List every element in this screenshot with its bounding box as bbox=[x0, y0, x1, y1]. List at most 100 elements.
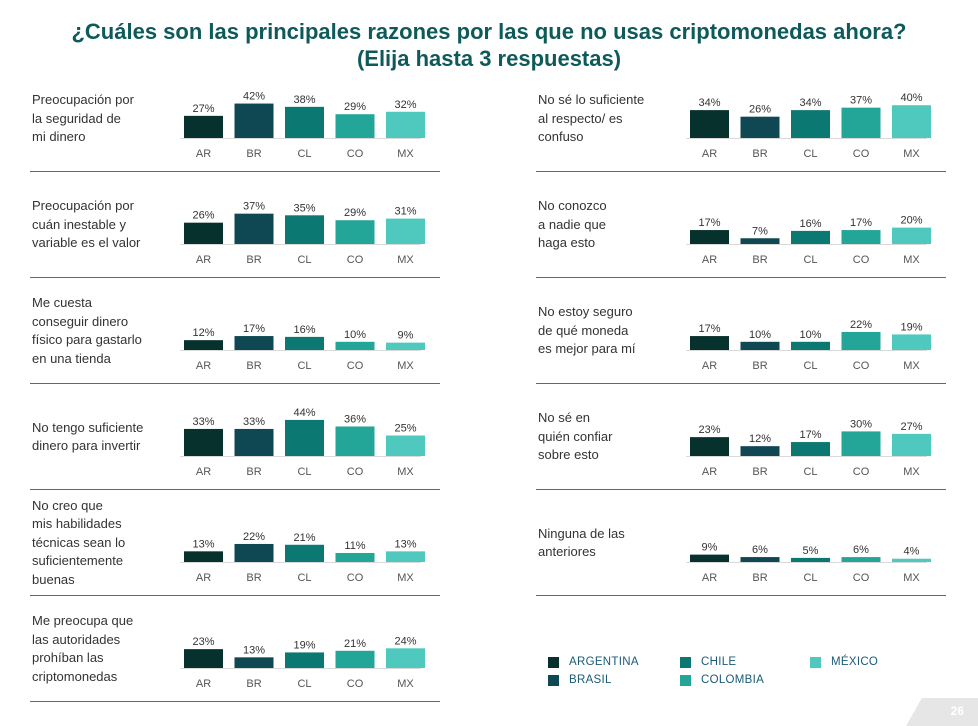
bar-chart: 12% AR 17% BR 16% CL 10% CO 9% MX bbox=[180, 323, 425, 372]
legend-item-ar: ARGENTINA bbox=[548, 656, 639, 668]
bar-co bbox=[841, 431, 881, 456]
bar-mx bbox=[386, 218, 425, 244]
category-label-br: BR bbox=[752, 360, 767, 372]
category-label-cl: CL bbox=[803, 254, 817, 266]
panel-label: Preocupación por la seguridad de mi dine… bbox=[32, 66, 167, 172]
bar-cl bbox=[285, 215, 324, 244]
bar-br bbox=[740, 557, 780, 562]
panel-label-text: Preocupación por la seguridad de mi dine… bbox=[32, 92, 134, 145]
category-label-br: BR bbox=[752, 254, 767, 266]
chart-panel: Ninguna de las anteriores 9% AR 6% BR 5% CL 6% C… bbox=[536, 490, 946, 596]
bar-ar bbox=[690, 554, 729, 562]
bar-chart: 27% AR 42% BR 38% CL 29% CO 32% MX bbox=[180, 91, 425, 160]
bar-br bbox=[234, 543, 274, 562]
bar-co bbox=[335, 341, 375, 350]
data-label-mx: 19% bbox=[900, 321, 922, 333]
panel-label-text: No creo que mis habilidades técnicas sea… bbox=[32, 497, 126, 587]
data-label-mx: 13% bbox=[394, 538, 416, 550]
bar-br bbox=[740, 238, 780, 244]
bar-co bbox=[841, 107, 881, 138]
panel-label: No tengo suficiente dinero para invertir bbox=[32, 384, 167, 490]
data-label-mx: 32% bbox=[394, 99, 416, 111]
panel-label-text: No sé en quién confiar sobre esto bbox=[538, 410, 613, 463]
category-label-ar: AR bbox=[196, 466, 211, 478]
category-label-co: CO bbox=[853, 360, 870, 372]
chart-title: ¿Cuáles son las principales razones por … bbox=[0, 18, 978, 72]
data-label-cl: 34% bbox=[799, 97, 821, 109]
chart-panel: No sé en quién confiar sobre esto 23% AR 12… bbox=[536, 384, 946, 490]
chart-panel: Preocupación por la seguridad de mi dine… bbox=[30, 66, 440, 172]
bar-mx bbox=[892, 227, 931, 244]
category-label-ar: AR bbox=[196, 254, 211, 266]
data-label-mx: 4% bbox=[904, 546, 920, 558]
panel-label: Preocupación por cuán inestable y variab… bbox=[32, 172, 167, 278]
category-label-ar: AR bbox=[196, 360, 211, 372]
category-label-cl: CL bbox=[803, 572, 817, 584]
data-label-br: 7% bbox=[752, 225, 768, 237]
bar-br bbox=[234, 336, 274, 350]
category-label-br: BR bbox=[246, 572, 261, 584]
bar-cl bbox=[285, 336, 324, 350]
bar-ar bbox=[184, 551, 223, 562]
category-label-cl: CL bbox=[803, 360, 817, 372]
category-label-co: CO bbox=[853, 148, 870, 160]
data-label-cl: 44% bbox=[293, 407, 315, 419]
legend-label-ar: ARGENTINA bbox=[569, 656, 639, 668]
bar-ar bbox=[690, 230, 729, 244]
category-label-cl: CL bbox=[803, 148, 817, 160]
category-label-br: BR bbox=[246, 148, 261, 160]
legend-item-cl: CHILE bbox=[680, 656, 736, 668]
bar-cl bbox=[791, 442, 830, 456]
data-label-co: 11% bbox=[344, 540, 365, 552]
bar-ar bbox=[184, 222, 223, 244]
category-label-mx: MX bbox=[397, 466, 414, 478]
legend-swatch-br bbox=[548, 674, 559, 686]
bar-chart: 33% AR 33% BR 44% CL 36% CO 25% MX bbox=[180, 407, 425, 478]
bar-chart: 23% AR 12% BR 17% CL 30% CO 27% MX bbox=[686, 418, 931, 478]
category-label-br: BR bbox=[246, 254, 261, 266]
category-label-ar: AR bbox=[702, 466, 717, 478]
title-line-2: (Elija hasta 3 respuestas) bbox=[356, 46, 622, 71]
data-label-br: 37% bbox=[243, 201, 265, 213]
bar-co bbox=[841, 557, 881, 562]
data-label-mx: 24% bbox=[394, 635, 416, 647]
data-label-co: 36% bbox=[344, 413, 366, 425]
data-label-co: 29% bbox=[344, 101, 366, 113]
chart-panel: No conozco a nadie que haga esto 17% AR 7% B… bbox=[536, 172, 946, 278]
bar-br bbox=[740, 116, 780, 138]
panel-label-text: No sé lo suficiente al respecto/ es conf… bbox=[538, 92, 645, 145]
panel-label-text: Preocupación por cuán inestable y variab… bbox=[32, 198, 141, 251]
chart-panel: Me cuesta conseguir dinero físico para g… bbox=[30, 278, 440, 384]
panel-divider bbox=[30, 383, 440, 384]
data-label-co: 30% bbox=[850, 418, 872, 430]
data-label-br: 22% bbox=[243, 531, 265, 543]
data-label-co: 29% bbox=[344, 207, 366, 219]
category-label-cl: CL bbox=[297, 466, 311, 478]
data-label-ar: 13% bbox=[192, 538, 214, 550]
bar-br bbox=[234, 213, 274, 244]
category-label-ar: AR bbox=[702, 360, 717, 372]
legend-swatch-co bbox=[680, 674, 691, 686]
data-label-ar: 9% bbox=[702, 542, 718, 554]
category-label-ar: AR bbox=[196, 678, 211, 690]
category-label-co: CO bbox=[853, 466, 870, 478]
panel-label-text: Me cuesta conseguir dinero físico para g… bbox=[32, 295, 142, 366]
bar-co bbox=[335, 114, 375, 138]
legend-item-br: BRASIL bbox=[548, 674, 612, 686]
data-label-cl: 5% bbox=[803, 545, 819, 557]
legend-item-mx: MÉXICO bbox=[810, 656, 878, 668]
chart-panel: No estoy seguro de qué moneda es mejor p… bbox=[536, 278, 946, 384]
bar-mx bbox=[386, 551, 425, 562]
data-label-cl: 38% bbox=[293, 94, 315, 106]
legend-label-co: COLOMBIA bbox=[701, 674, 765, 686]
bar-ar bbox=[690, 437, 729, 456]
category-label-ar: AR bbox=[196, 572, 211, 584]
panel-divider bbox=[536, 595, 946, 596]
panel-label: No estoy seguro de qué moneda es mejor p… bbox=[538, 278, 673, 384]
panel-label: No sé en quién confiar sobre esto bbox=[538, 384, 673, 490]
data-label-co: 21% bbox=[344, 638, 366, 650]
data-label-cl: 35% bbox=[293, 202, 315, 214]
bar-chart: 26% AR 37% BR 35% CL 29% CO 31% MX bbox=[180, 201, 425, 266]
category-label-br: BR bbox=[246, 360, 261, 372]
data-label-cl: 21% bbox=[293, 532, 315, 544]
